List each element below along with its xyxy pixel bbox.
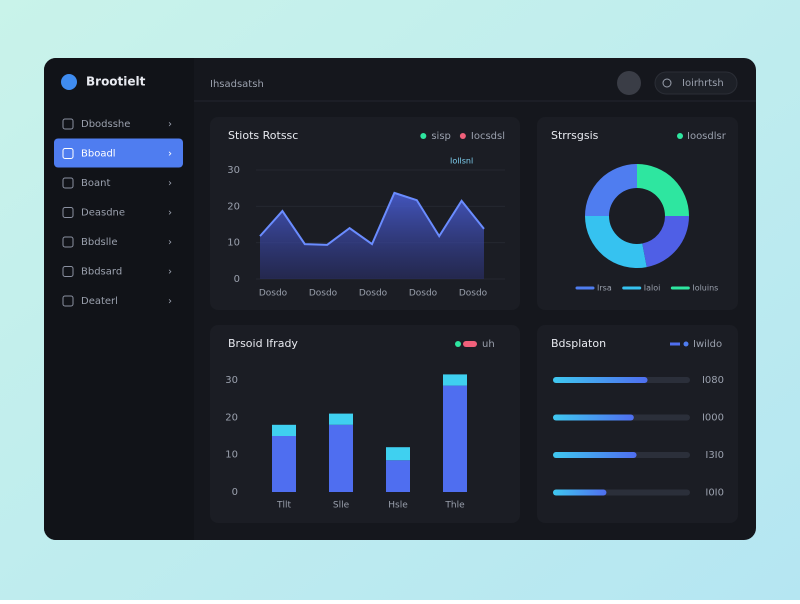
y-tick-label: 0: [234, 274, 240, 285]
nav-item[interactable]: Dbodsshe: [81, 119, 130, 130]
progress-fill: [553, 414, 634, 421]
y-tick-label: 30: [227, 165, 240, 176]
button-icon: [662, 78, 672, 88]
y-tick-label: 10: [227, 238, 240, 249]
legend-dot: [455, 341, 461, 347]
nav-chevron: ›: [168, 267, 172, 278]
panel-title: Strrsgsis: [551, 129, 599, 142]
legend-label: sisp: [431, 131, 451, 142]
panel: [537, 325, 738, 523]
bar-segment: [272, 424, 296, 436]
panel: [210, 117, 520, 310]
annotation: Iollsnl: [450, 157, 473, 166]
panel-title: Brsoid Ifrady: [228, 337, 298, 350]
progress-fill: [553, 489, 607, 496]
progress-fill: [553, 377, 648, 383]
brand: Brootielt: [86, 75, 146, 89]
bar-segment: [329, 424, 353, 492]
legend-label: Ioluins: [692, 284, 718, 293]
legend-swatch: [463, 341, 477, 347]
legend-label: Ioosdlsr: [687, 131, 727, 142]
nav-chevron: ›: [168, 208, 172, 219]
donut-segment: [642, 216, 689, 268]
nav-active: [54, 138, 183, 168]
bar-segment: [272, 436, 296, 492]
panel: [537, 117, 738, 310]
y-tick-label: 10: [225, 450, 238, 461]
x-tick-label: Dosdo: [409, 289, 438, 299]
nav-chevron: ›: [168, 178, 172, 189]
panel-title: Stiots Rotssc: [228, 129, 298, 142]
nav-icon: [62, 207, 74, 218]
bar-segment: [443, 385, 467, 492]
x-tick-label: Dosdo: [259, 289, 288, 299]
avatar[interactable]: [617, 71, 641, 95]
legend-label: Irsa: [597, 284, 612, 293]
bar-segment: [329, 413, 353, 425]
legend-label: Iocsdsl: [471, 131, 505, 142]
nav-icon: [62, 295, 74, 307]
bar-segment: [443, 374, 467, 386]
x-tick-label: Dosdo: [309, 289, 338, 299]
nav-item[interactable]: Bbdslle: [81, 237, 117, 248]
progress-label: I000: [702, 413, 724, 424]
sidebar: [44, 58, 194, 540]
nav-item[interactable]: Deasdne: [81, 208, 125, 219]
nav-chevron: ›: [168, 119, 172, 130]
x-tick-label: Dosdo: [459, 289, 488, 299]
bar-segment: [386, 460, 410, 492]
nav-item[interactable]: Deaterl: [81, 296, 118, 307]
panel-title: Bdsplaton: [551, 337, 606, 350]
y-tick-label: 20: [225, 412, 238, 423]
logo: [61, 74, 77, 90]
progress-label: I080: [702, 375, 724, 386]
legend-dot: [677, 133, 683, 139]
x-tick-label: Slle: [333, 501, 350, 511]
nav-chevron: ›: [168, 149, 172, 160]
nav-icon: [62, 236, 74, 248]
nav-item[interactable]: Boant: [81, 178, 110, 189]
progress-label: I3I0: [705, 450, 724, 461]
legend-label: uh: [482, 339, 495, 350]
legend-label: Iwildo: [693, 339, 722, 350]
panel: [210, 325, 520, 523]
nav-icon: [62, 148, 74, 159]
donut-segment: [637, 164, 689, 216]
nav-item[interactable]: Bboadl: [81, 149, 116, 160]
x-tick-label: Dosdo: [359, 289, 388, 299]
nav-chevron: ›: [168, 296, 172, 307]
x-tick-label: Thle: [444, 501, 465, 511]
y-tick-label: 0: [232, 487, 238, 498]
x-tick-label: Tllt: [276, 501, 291, 511]
nav-icon: [62, 177, 74, 189]
area-line: [259, 191, 485, 246]
legend-label: Ialoi: [644, 284, 661, 293]
legend-dot: [420, 133, 427, 139]
legend-dot: [683, 341, 689, 347]
nav-chevron: ›: [168, 237, 172, 248]
donut-segment: [585, 216, 647, 269]
donut-segment: [585, 164, 637, 216]
nav-icon: [62, 266, 74, 277]
x-tick-label: Hsle: [388, 501, 408, 511]
legend-dot: [459, 133, 466, 139]
area-fill: [260, 192, 484, 279]
nav-item[interactable]: Bbdsard: [81, 267, 122, 278]
action-button[interactable]: [654, 71, 738, 95]
y-tick-label: 20: [227, 201, 240, 212]
progress-fill: [553, 452, 637, 458]
header-title: Ihsadsatsh: [210, 79, 264, 90]
progress-label: I0I0: [705, 488, 724, 499]
y-tick-label: 30: [225, 375, 238, 386]
nav-icon: [62, 118, 74, 130]
button-label: Ioirhrtsh: [682, 78, 724, 89]
bar-segment: [386, 447, 410, 461]
